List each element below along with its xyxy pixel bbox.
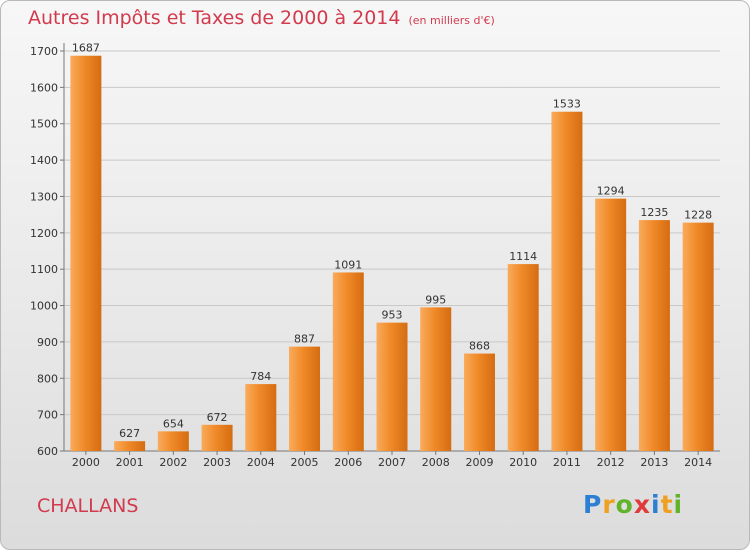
x-tick-label: 2004	[247, 456, 275, 469]
chart-title-text: Autres Impôts et Taxes de 2000 à 2014	[28, 7, 401, 29]
y-tick-label: 700	[37, 409, 58, 422]
y-tick-label: 1000	[30, 300, 58, 313]
x-tick-label: 2008	[422, 456, 450, 469]
bar	[157, 431, 189, 451]
y-tick-label: 900	[37, 336, 58, 349]
y-tick-label: 1700	[30, 45, 58, 58]
bar	[376, 322, 408, 451]
bar	[507, 264, 539, 451]
y-tick-label: 1200	[30, 227, 58, 240]
value-label: 1533	[553, 98, 581, 111]
bar	[245, 384, 277, 451]
bars	[70, 55, 714, 452]
value-label: 995	[425, 293, 446, 306]
value-label: 654	[163, 417, 184, 430]
x-tick-label: 2007	[378, 456, 406, 469]
x-tick-label: 2001	[116, 456, 144, 469]
value-label: 1294	[597, 185, 625, 198]
y-tick-label: 800	[37, 372, 58, 385]
logo-letter: x	[633, 490, 651, 519]
x-tick-label: 2006	[334, 456, 362, 469]
value-label: 1235	[640, 206, 668, 219]
chart-title: Autres Impôts et Taxes de 2000 à 2014 (en…	[28, 7, 495, 29]
bar	[201, 424, 233, 451]
logo-letter: r	[602, 490, 616, 519]
value-label: 1114	[509, 250, 537, 263]
value-label: 953	[382, 309, 403, 322]
x-tick-label: 2012	[597, 456, 625, 469]
x-tick-label: 2014	[684, 456, 712, 469]
x-tick-label: 2013	[640, 456, 668, 469]
value-label: 887	[294, 333, 315, 346]
bar	[332, 272, 364, 451]
y-tick-label: 1600	[30, 81, 58, 94]
x-tick-label: 2009	[465, 456, 493, 469]
x-tick-labels: 2000 2001 2002 2003 2004 2005 2006 2007 2008 2009…	[72, 456, 712, 469]
value-label: 1091	[334, 258, 362, 271]
bar	[70, 55, 102, 452]
value-label: 1228	[684, 209, 712, 222]
bar	[595, 198, 627, 451]
x-tick-label: 2010	[509, 456, 537, 469]
bar	[114, 441, 146, 451]
logo-letter: P	[583, 490, 603, 519]
bar	[638, 220, 670, 451]
bar	[682, 222, 714, 451]
x-tick-label: 2003	[203, 456, 231, 469]
y-tick-label: 600	[37, 445, 58, 458]
logo-letter: i	[651, 490, 661, 519]
y-tick-labels: 600 700 800 900 1000 1100 1200 1300 1400 1500 1600…	[30, 45, 58, 458]
value-label: 1687	[72, 42, 100, 55]
x-tick-label: 2005	[291, 456, 319, 469]
value-labels: 1687 627 654 672 784 887 1091 953 995 868 1114 1533…	[72, 42, 712, 440]
logo-letter: o	[615, 490, 634, 519]
proxiti-logo[interactable]: Proxiti	[583, 490, 683, 519]
city-name: CHALLANS	[37, 495, 139, 517]
y-tick-label: 1300	[30, 190, 58, 203]
x-tick-label: 2002	[159, 456, 187, 469]
x-tick-label: 2011	[553, 456, 581, 469]
bar	[420, 307, 452, 451]
bar	[551, 111, 583, 452]
x-tick-label: 2000	[72, 456, 100, 469]
chart-subtitle: (en milliers d'€)	[408, 14, 495, 27]
bar	[289, 346, 321, 451]
y-tick-label: 1100	[30, 263, 58, 276]
bar	[463, 353, 495, 451]
value-label: 627	[119, 427, 140, 440]
value-label: 868	[469, 340, 490, 353]
value-label: 784	[250, 370, 271, 383]
value-label: 672	[207, 411, 228, 424]
logo-letter: i	[673, 490, 684, 519]
y-tick-label: 1400	[30, 154, 58, 167]
logo-letter: t	[660, 490, 674, 519]
y-tick-label: 1500	[30, 118, 58, 131]
